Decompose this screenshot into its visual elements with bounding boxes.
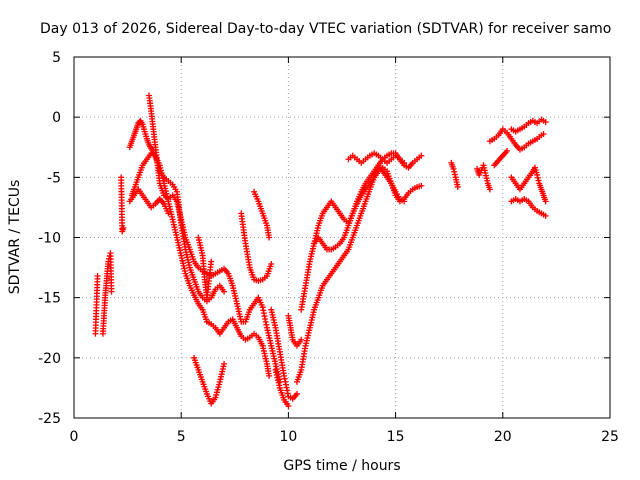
data-point bbox=[450, 165, 457, 172]
data-point bbox=[418, 182, 425, 189]
chart-title: Day 013 of 2026, Sidereal Day-to-day VTE… bbox=[40, 21, 611, 37]
data-point bbox=[401, 198, 408, 205]
data-point bbox=[542, 198, 549, 205]
data-point bbox=[221, 288, 228, 295]
data-point bbox=[266, 234, 273, 241]
data-point bbox=[266, 372, 273, 379]
data-point bbox=[542, 212, 549, 219]
x-tick-label: 15 bbox=[387, 429, 405, 445]
data-point bbox=[534, 174, 541, 181]
data-markers bbox=[92, 92, 549, 409]
x-tick-label: 0 bbox=[70, 429, 79, 445]
y-axis-label: SDTVAR / TECUs bbox=[7, 180, 23, 295]
y-tick-label: -5 bbox=[47, 170, 61, 186]
data-point bbox=[451, 171, 458, 178]
x-tick-label: 25 bbox=[601, 429, 619, 445]
y-tick-label: -25 bbox=[38, 411, 61, 427]
data-point bbox=[268, 260, 275, 267]
data-point bbox=[120, 224, 127, 231]
y-tick-label: -15 bbox=[38, 291, 61, 307]
x-tick-label: 20 bbox=[494, 429, 512, 445]
data-point bbox=[534, 171, 541, 178]
data-point bbox=[165, 210, 172, 217]
data-point bbox=[208, 258, 215, 265]
y-tick-label: 0 bbox=[52, 110, 61, 126]
data-point bbox=[298, 336, 305, 343]
data-point bbox=[108, 288, 115, 295]
data-point bbox=[454, 183, 461, 190]
data-point bbox=[221, 360, 228, 367]
y-tick-label: -20 bbox=[38, 351, 61, 367]
data-point bbox=[535, 177, 542, 184]
x-tick-label: 10 bbox=[279, 429, 297, 445]
y-tick-label: 5 bbox=[52, 50, 61, 66]
data-point bbox=[486, 186, 493, 193]
data-point bbox=[418, 152, 425, 159]
axis-ticks: 0 5 10 15 20 25 5 0 -5 -10 -15 -20 -25 bbox=[38, 50, 619, 445]
data-point bbox=[451, 168, 458, 175]
x-axis-label: GPS time / hours bbox=[283, 458, 400, 474]
data-point bbox=[401, 159, 408, 166]
data-point bbox=[285, 402, 292, 409]
data-point bbox=[542, 118, 549, 125]
data-point bbox=[504, 147, 511, 154]
data-point bbox=[94, 273, 101, 280]
y-tick-label: -10 bbox=[38, 231, 61, 247]
x-tick-label: 5 bbox=[177, 429, 186, 445]
data-point bbox=[293, 390, 300, 397]
data-point bbox=[540, 131, 547, 138]
